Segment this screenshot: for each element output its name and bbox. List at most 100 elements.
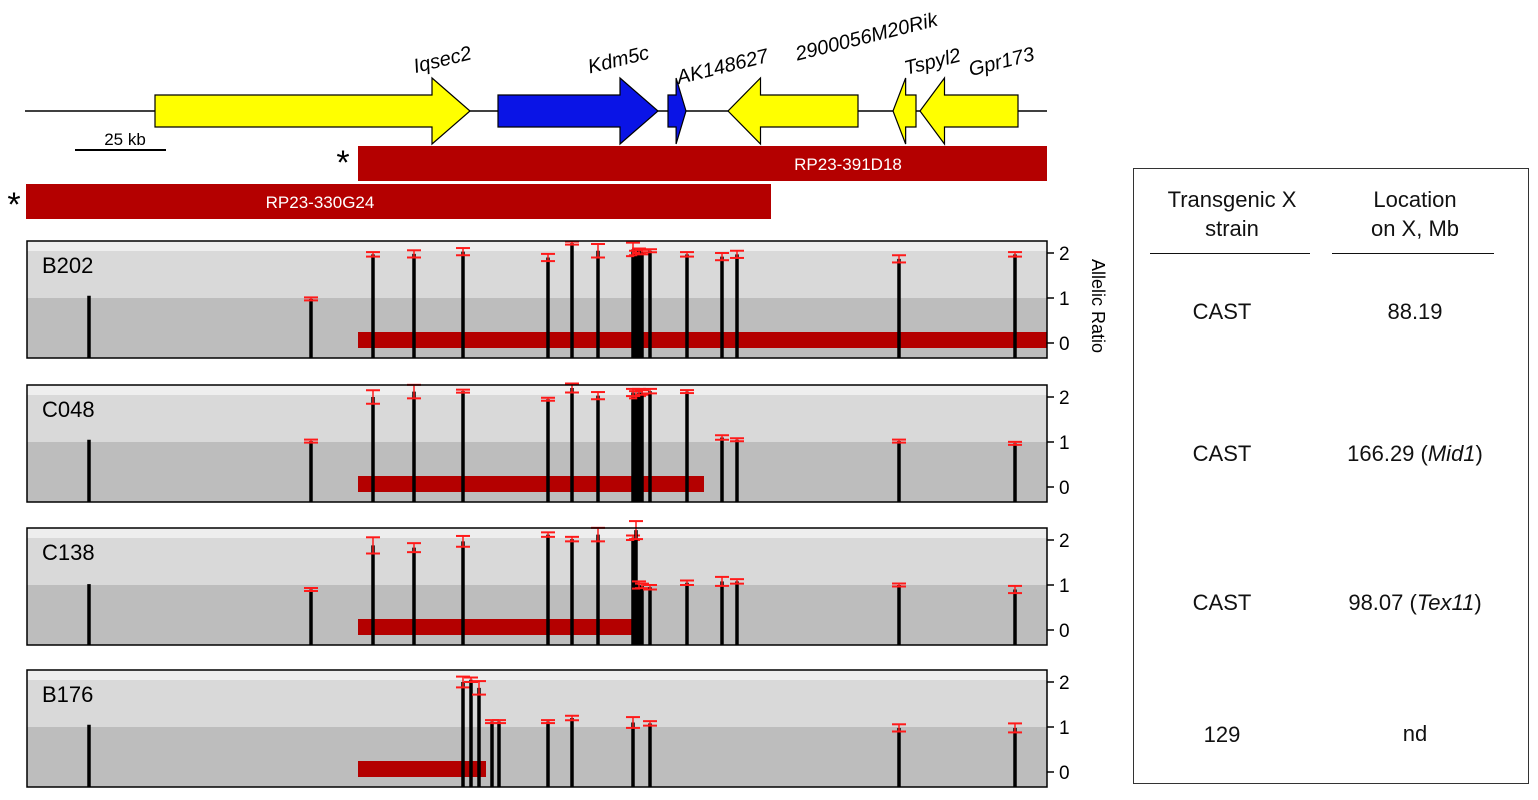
tick-label: 0 — [1059, 478, 1070, 499]
allelic-ratio-panels: B202 0 1 2 C048 0 1 2 C138 0 1 2 B176 0 1 2 — [26, 240, 1070, 788]
row-1-location: 88.19 — [1330, 299, 1500, 325]
snp-marker-4 — [472, 680, 486, 787]
snp-marker-6 — [492, 719, 506, 787]
snp-marker-5 — [456, 247, 470, 358]
panel-c048: C048 0 1 2 — [26, 382, 1070, 503]
panel-frame — [26, 669, 1048, 788]
snp-marker-17 — [892, 254, 906, 358]
snp-marker-8 — [591, 391, 605, 502]
gene-arrow-iqsec2 — [154, 76, 471, 146]
snp-marker-2 — [304, 296, 318, 358]
snp-marker-18 — [1008, 584, 1022, 645]
row-1-location-value: 88.19 — [1387, 299, 1443, 324]
panel-frame — [26, 384, 1048, 503]
panel-b176: B176 0 1 2 — [26, 669, 1070, 788]
snp-marker-16 — [730, 578, 744, 645]
tick-label: 1 — [1059, 289, 1070, 310]
tick-label: 0 — [1059, 334, 1070, 355]
snp-marker-18 — [1008, 440, 1022, 502]
snp-marker-6 — [541, 396, 555, 502]
snp-marker-12 — [635, 582, 649, 645]
tick-label: 0 — [1059, 621, 1070, 642]
panel-c138: C138 0 1 2 — [26, 520, 1070, 646]
header-rule-location — [1332, 253, 1494, 254]
col-header-strain: Transgenic X strain — [1134, 185, 1330, 243]
tick-label: 2 — [1059, 673, 1070, 694]
panel-bac-coverage — [358, 476, 704, 492]
bac-marker-1: * — [336, 144, 349, 182]
bac-label-rp23-391d18: RP23-391D18 — [794, 155, 902, 174]
col-header-strain-line1: Transgenic X — [1167, 187, 1297, 212]
gene-arrow-2900056m20rik — [727, 76, 859, 146]
snp-marker-17 — [892, 438, 906, 502]
gene-arrow-gpr173 — [919, 76, 1019, 146]
row-4-location-value: nd — [1402, 721, 1428, 746]
snp-marker-14 — [680, 579, 694, 645]
row-2-location: 166.29 (Mid1) — [1310, 441, 1520, 467]
snp-marker-15 — [715, 575, 729, 645]
snp-marker-5 — [456, 388, 470, 502]
gene-label-iqsec2: Iqsec2 — [411, 42, 474, 78]
col-header-location-line1: Location — [1373, 187, 1457, 212]
snp-marker-3 — [366, 536, 380, 645]
panel-band-low — [27, 585, 1047, 645]
row-2-location-value: 166.29 ( — [1347, 441, 1428, 466]
bac-marker-2: * — [7, 186, 20, 224]
row-4-location: nd — [1330, 721, 1500, 747]
snp-marker-12 — [635, 389, 649, 502]
snp-marker-14 — [680, 389, 694, 502]
panel-band-mid — [27, 538, 1047, 585]
snp-marker-18 — [1008, 251, 1022, 358]
tick-label: 0 — [1059, 763, 1070, 784]
snp-marker-9 — [626, 716, 640, 787]
row-2-strain: CAST — [1192, 441, 1252, 466]
tick-label: 2 — [1059, 388, 1070, 409]
panel-bac-coverage — [358, 619, 640, 635]
snp-marker-2 — [304, 587, 318, 645]
row-4-strain: 129 — [1203, 722, 1241, 747]
snp-marker-15 — [715, 252, 729, 358]
row-2-location-gene: Mid1 — [1427, 441, 1476, 466]
bac-label-rp23-330g24: RP23-330G24 — [266, 193, 375, 212]
snp-marker-12 — [635, 248, 649, 358]
gene-arrow-tspyl2 — [892, 77, 917, 145]
gene-label-gpr173: Gpr173 — [967, 43, 1037, 80]
bac-clones: * RP23-391D18 * RP23-330G24 — [7, 144, 1047, 224]
panel-band-low — [27, 442, 1047, 502]
snp-marker-12 — [1008, 722, 1022, 787]
tick-label: 2 — [1059, 531, 1070, 552]
snp-marker-16 — [730, 249, 744, 358]
panel-label: B202 — [42, 253, 93, 278]
panel-bac-coverage — [358, 332, 1047, 348]
snp-marker-13 — [643, 387, 657, 502]
snp-marker-7 — [565, 535, 579, 645]
strain-table: Transgenic X strain Location on X, Mb CA… — [1133, 168, 1529, 784]
tick-label: 1 — [1059, 433, 1070, 454]
snp-marker-7 — [565, 382, 579, 502]
snp-marker-7 — [541, 719, 555, 787]
snp-marker-6 — [541, 531, 555, 645]
row-1-strain: CAST — [1192, 299, 1252, 324]
col-header-location-line2: on X, Mb — [1370, 216, 1460, 241]
snp-marker-4 — [407, 249, 421, 358]
snp-marker-15 — [715, 434, 729, 502]
panel-band-mid — [27, 395, 1047, 442]
snp-marker-13 — [643, 584, 657, 645]
snp-marker-5 — [456, 534, 470, 645]
panel-band-mid — [27, 251, 1047, 298]
snp-marker-11 — [892, 723, 906, 787]
bac-bar-rp23-391d18 — [358, 146, 1047, 181]
panel-b202: B202 0 1 2 — [26, 240, 1070, 359]
gene-arrow-kdm5c — [497, 76, 659, 146]
row-3-location-gene: Tex11 — [1416, 590, 1475, 615]
scale-bar-label: 25 kb — [104, 130, 146, 149]
snp-marker-10 — [643, 720, 657, 787]
row-3-strain: CAST — [1192, 590, 1252, 615]
snp-marker-8 — [591, 243, 605, 358]
snp-marker-3 — [366, 389, 380, 502]
snp-marker-6 — [541, 252, 555, 358]
panel-frame — [26, 240, 1048, 359]
snp-marker-17 — [892, 582, 906, 645]
col-header-strain-line2: strain — [1205, 216, 1259, 241]
panel-label: B176 — [42, 682, 93, 707]
